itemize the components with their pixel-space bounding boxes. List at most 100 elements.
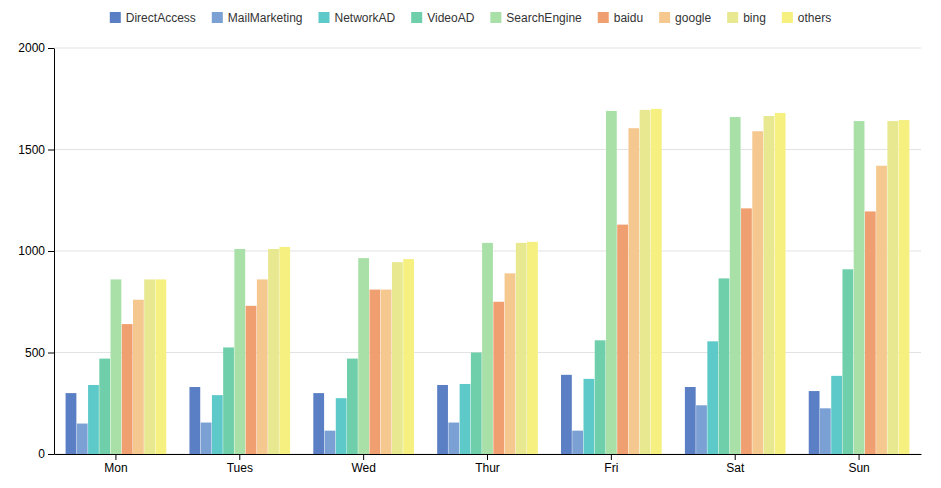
bar — [572, 431, 583, 454]
y-tick: 1000 — [18, 244, 54, 258]
bar — [696, 405, 707, 454]
bar — [347, 359, 358, 454]
tick-label: Sat — [726, 461, 745, 475]
legend-swatch — [110, 12, 121, 23]
bar — [820, 408, 831, 454]
legend-item: others — [782, 11, 831, 25]
bar — [719, 278, 730, 454]
bar — [628, 128, 639, 454]
bar-series — [111, 111, 865, 454]
x-tick: Thur — [475, 454, 500, 475]
legend-label: SearchEngine — [506, 11, 582, 25]
legend-item: bing — [727, 11, 766, 25]
legend-item: google — [659, 11, 711, 25]
bar — [493, 302, 504, 454]
y-axis: 0 500 1000 1500 2000 — [18, 41, 54, 461]
axis-line — [54, 49, 55, 455]
bar — [876, 166, 887, 454]
tick-label: Wed — [351, 461, 375, 475]
tick-label: Fri — [604, 461, 618, 475]
bar — [189, 387, 200, 454]
bar-series — [155, 109, 909, 454]
bar — [640, 110, 651, 454]
legend-label: NetworkAD — [335, 11, 396, 25]
bar — [392, 262, 403, 454]
bar — [606, 111, 617, 454]
legend-item: MailMarketing — [212, 11, 303, 25]
legend-swatch — [727, 12, 738, 23]
bar — [527, 242, 538, 454]
tick-label: 500 — [25, 346, 45, 360]
bar-series — [66, 375, 820, 454]
bar — [257, 279, 268, 454]
chart: DirectAccess MailMarketing NetworkAD VideoA… — [0, 0, 941, 488]
bar — [99, 359, 110, 454]
legend-swatch — [490, 12, 501, 23]
bar — [516, 243, 527, 454]
bar — [268, 249, 279, 454]
legend-item: baidu — [598, 11, 643, 25]
legend-label: others — [798, 11, 831, 25]
legend: DirectAccess MailMarketing NetworkAD VideoA… — [110, 11, 831, 25]
x-axis: MonTuesWedThurFriSatSun — [55, 454, 922, 475]
tick-mark — [859, 454, 860, 460]
legend-swatch — [411, 12, 422, 23]
y-tick: 2000 — [18, 41, 54, 55]
bar — [313, 393, 324, 454]
legend-label: DirectAccess — [126, 11, 196, 25]
bar — [741, 208, 752, 454]
bar — [279, 247, 290, 454]
tick-mark — [48, 454, 54, 455]
tick-mark — [487, 454, 488, 460]
bar — [764, 116, 775, 454]
y-tick: 1500 — [18, 143, 54, 157]
bar — [66, 393, 77, 454]
tick-label: 0 — [38, 447, 45, 461]
bar — [887, 121, 898, 454]
bar — [730, 117, 741, 454]
bar — [201, 423, 212, 454]
bar — [88, 385, 99, 454]
bar — [899, 120, 910, 454]
tick-mark — [48, 353, 54, 354]
tick-mark — [611, 454, 612, 460]
x-tick: Wed — [351, 454, 375, 475]
bar — [651, 109, 662, 454]
bar — [752, 131, 763, 454]
legend-item: DirectAccess — [110, 11, 196, 25]
bar — [381, 290, 392, 454]
legend-label: MailMarketing — [228, 11, 303, 25]
legend-label: google — [675, 11, 711, 25]
bar — [809, 391, 820, 454]
legend-swatch — [319, 12, 330, 23]
tick-mark — [48, 150, 54, 151]
x-tick: Tues — [227, 454, 253, 475]
legend-item: NetworkAD — [319, 11, 396, 25]
tick-mark — [735, 454, 736, 460]
bar — [369, 290, 380, 454]
tick-mark — [115, 454, 116, 460]
grid — [54, 48, 921, 454]
bar — [246, 306, 257, 454]
bar — [685, 387, 696, 454]
legend-item: SearchEngine — [490, 11, 582, 25]
plot: MonTuesWedThurFriSatSun0500100015002000 — [18, 41, 921, 474]
bar — [325, 431, 336, 454]
legend-swatch — [782, 12, 793, 23]
bar — [775, 113, 786, 454]
bar — [865, 211, 876, 454]
x-tick: Sat — [726, 454, 745, 475]
tick-label: 2000 — [18, 41, 45, 55]
x-tick: Mon — [104, 454, 127, 475]
bar — [77, 424, 88, 454]
bar — [212, 395, 223, 454]
bar — [448, 423, 459, 454]
bar — [617, 225, 628, 454]
bar — [842, 269, 853, 454]
bar — [133, 300, 144, 454]
bars — [66, 109, 910, 454]
legend-item: VideoAD — [411, 11, 474, 25]
y-tick: 500 — [25, 346, 54, 360]
x-tick: Fri — [604, 454, 618, 475]
bar — [595, 340, 606, 454]
